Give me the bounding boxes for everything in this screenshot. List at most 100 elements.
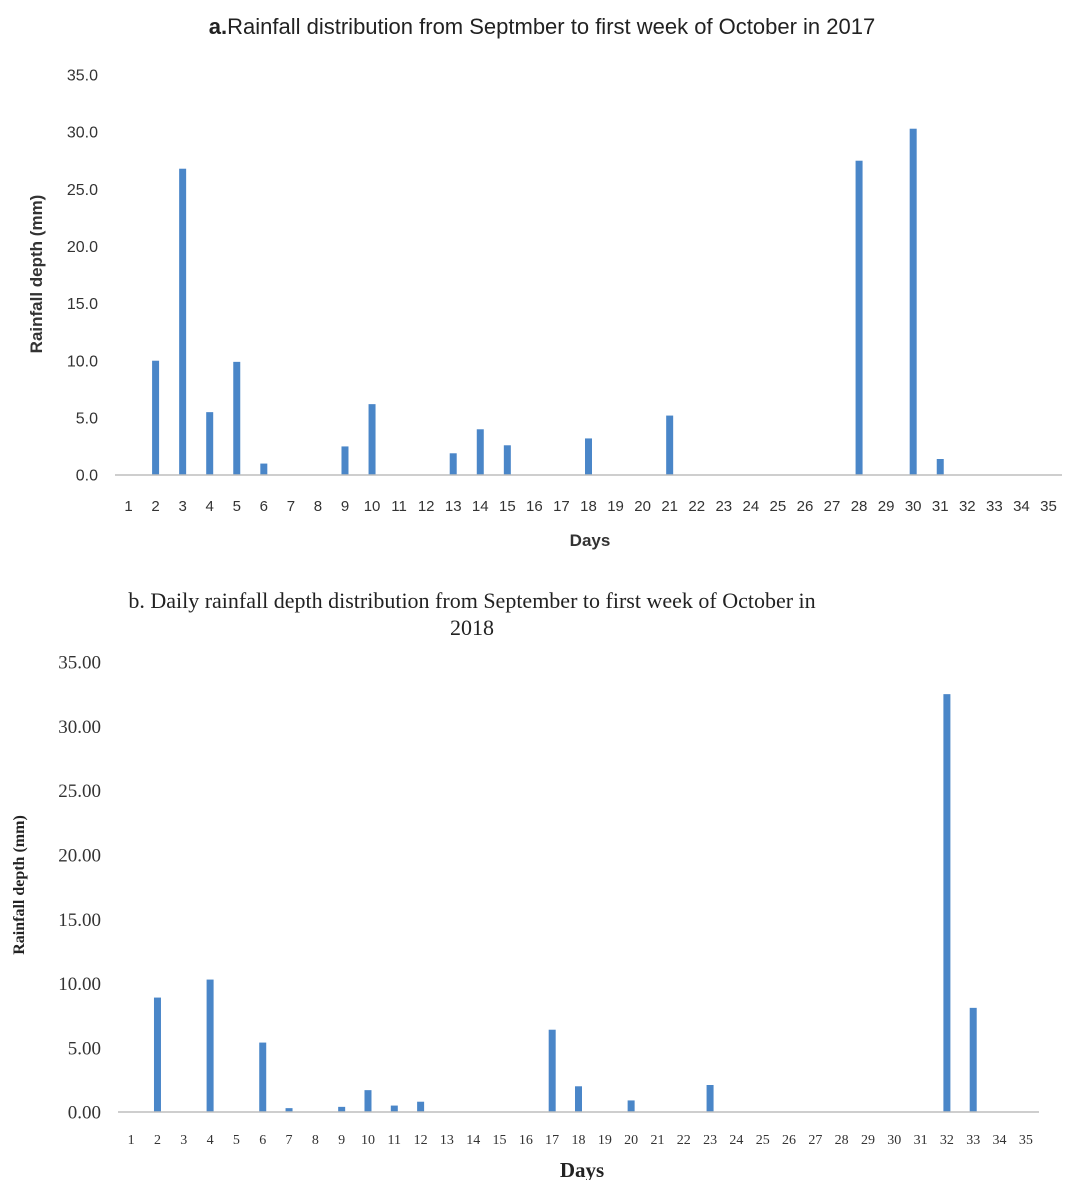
chart-a-x-tick: 33 bbox=[986, 498, 1003, 515]
chart-b-bar-day-6 bbox=[259, 1042, 267, 1112]
chart-b-bar-day-23 bbox=[706, 1085, 714, 1112]
chart-a-x-tick: 32 bbox=[959, 498, 976, 515]
chart-b-x-tick: 21 bbox=[650, 1133, 664, 1148]
chart-b-x-tick: 18 bbox=[572, 1133, 586, 1148]
chart-a-bar-day-15 bbox=[503, 445, 511, 475]
chart-b-x-tick: 10 bbox=[361, 1133, 375, 1148]
chart-a-y-tick: 20.0 bbox=[67, 239, 98, 256]
chart-a-x-tick: 23 bbox=[715, 498, 732, 515]
chart-a-title: a.Rainfall distribution from Septmber to… bbox=[209, 14, 875, 39]
chart-b-bar-day-11 bbox=[390, 1105, 398, 1112]
chart-a-x-tick: 15 bbox=[499, 498, 516, 515]
chart-a-bar-day-9 bbox=[341, 446, 349, 475]
chart-a-bar-day-13 bbox=[449, 453, 457, 475]
chart-b-x-tick: 27 bbox=[808, 1133, 822, 1148]
chart-a-x-tick: 29 bbox=[878, 498, 895, 515]
chart-a-x-axis-label: Days bbox=[570, 531, 611, 550]
chart-a-bar-day-4 bbox=[206, 412, 214, 475]
chart-b-x-tick: 22 bbox=[677, 1133, 691, 1148]
chart-a-x-tick: 12 bbox=[418, 498, 435, 515]
chart-b-x-axis-label: Days bbox=[560, 1158, 604, 1180]
chart-b-x-tick: 3 bbox=[180, 1133, 187, 1148]
chart-a: a.Rainfall distribution from Septmber to… bbox=[27, 14, 1062, 550]
chart-a-x-tick: 9 bbox=[341, 498, 349, 515]
chart-a-bar-day-30 bbox=[909, 128, 917, 475]
chart-b-y-tick: 10.00 bbox=[58, 974, 101, 995]
chart-b-x-tick: 12 bbox=[414, 1133, 428, 1148]
chart-b-bar-day-32 bbox=[943, 694, 951, 1112]
chart-b-x-tick: 16 bbox=[519, 1133, 533, 1148]
chart-b-x-tick: 6 bbox=[259, 1133, 266, 1148]
chart-a-bar-day-6 bbox=[260, 463, 268, 475]
chart-b-x-tick: 30 bbox=[887, 1133, 901, 1148]
chart-b-bar-day-33 bbox=[969, 1007, 977, 1112]
chart-b-x-tick: 4 bbox=[207, 1133, 214, 1148]
chart-a-x-tick: 10 bbox=[364, 498, 381, 515]
chart-b-x-tick: 1 bbox=[128, 1133, 135, 1148]
chart-a-x-tick: 16 bbox=[526, 498, 543, 515]
chart-b-x-tick: 19 bbox=[598, 1133, 612, 1148]
chart-a-y-tick: 10.0 bbox=[67, 353, 98, 370]
chart-a-bar-day-10 bbox=[368, 404, 376, 475]
chart-a-x-tick: 17 bbox=[553, 498, 570, 515]
chart-a-panel: a.Rainfall distribution from Septmber to… bbox=[0, 0, 1065, 560]
chart-a-bar-day-3 bbox=[179, 168, 187, 475]
chart-b-title-line2: 2018 bbox=[450, 615, 494, 640]
chart-a-x-tick: 21 bbox=[661, 498, 678, 515]
chart-a-y-tick: 25.0 bbox=[67, 182, 98, 199]
chart-b: b. Daily rainfall depth distribution fro… bbox=[11, 588, 1039, 1180]
chart-b-bar-day-12 bbox=[417, 1101, 425, 1112]
chart-a-x-tick: 2 bbox=[151, 498, 159, 515]
chart-b-x-tick: 24 bbox=[729, 1133, 743, 1148]
chart-a-x-tick: 25 bbox=[770, 498, 787, 515]
chart-a-x-tick: 19 bbox=[607, 498, 624, 515]
chart-a-x-tick: 4 bbox=[206, 498, 214, 515]
chart-b-y-axis-label: Rainfall depth (mm) bbox=[11, 815, 28, 955]
chart-a-y-tick: 15.0 bbox=[67, 296, 98, 313]
chart-a-y-tick: 5.0 bbox=[76, 410, 98, 427]
chart-b-panel: b. Daily rainfall depth distribution fro… bbox=[0, 580, 1065, 1180]
chart-b-y-tick: 5.00 bbox=[68, 1038, 101, 1059]
chart-b-bar-day-10 bbox=[364, 1090, 372, 1112]
chart-b-bar-day-2 bbox=[153, 997, 161, 1112]
chart-a-bar-day-14 bbox=[476, 429, 484, 475]
chart-a-x-tick: 30 bbox=[905, 498, 922, 515]
chart-a-x-tick: 28 bbox=[851, 498, 868, 515]
chart-b-x-tick: 15 bbox=[493, 1133, 507, 1148]
chart-a-bar-day-28 bbox=[855, 160, 863, 475]
chart-a-x-tick: 11 bbox=[391, 498, 407, 515]
chart-a-x-tick: 22 bbox=[688, 498, 705, 515]
chart-a-x-tick: 5 bbox=[233, 498, 241, 515]
chart-a-x-tick: 24 bbox=[742, 498, 759, 515]
chart-b-x-tick: 2 bbox=[154, 1133, 161, 1148]
chart-a-x-tick: 1 bbox=[124, 498, 132, 515]
chart-a-x-tick: 26 bbox=[797, 498, 814, 515]
chart-b-x-tick: 29 bbox=[861, 1133, 875, 1148]
chart-b-bar-day-17 bbox=[548, 1029, 556, 1112]
chart-a-y-axis-label: Rainfall depth (mm) bbox=[27, 195, 46, 354]
chart-b-y-tick: 25.00 bbox=[58, 781, 101, 802]
chart-b-x-tick: 35 bbox=[1019, 1133, 1033, 1148]
chart-b-y-tick: 30.00 bbox=[58, 717, 101, 738]
chart-a-x-tick: 6 bbox=[260, 498, 268, 515]
chart-b-bar-day-7 bbox=[285, 1108, 293, 1112]
chart-b-y-tick: 35.00 bbox=[58, 653, 101, 674]
chart-b-x-tick: 8 bbox=[312, 1133, 319, 1148]
chart-a-x-tick: 35 bbox=[1040, 498, 1057, 515]
chart-b-x-tick: 20 bbox=[624, 1133, 638, 1148]
chart-b-x-tick: 28 bbox=[835, 1133, 849, 1148]
chart-b-x-tick: 34 bbox=[993, 1133, 1007, 1148]
chart-a-x-tick: 20 bbox=[634, 498, 651, 515]
chart-a-x-tick: 31 bbox=[932, 498, 949, 515]
chart-b-x-tick: 31 bbox=[914, 1133, 928, 1148]
chart-a-bar-day-5 bbox=[233, 361, 241, 475]
chart-b-y-tick: 15.00 bbox=[58, 910, 101, 931]
chart-b-title-line1: b. Daily rainfall depth distribution fro… bbox=[128, 588, 815, 613]
chart-a-x-tick: 8 bbox=[314, 498, 322, 515]
chart-a-y-tick: 35.0 bbox=[67, 68, 98, 85]
chart-b-x-tick: 17 bbox=[545, 1133, 559, 1148]
chart-b-bar-day-18 bbox=[575, 1086, 582, 1112]
chart-a-bar-day-18 bbox=[585, 438, 592, 475]
chart-b-x-tick: 26 bbox=[782, 1133, 796, 1148]
chart-a-y-tick: 0.0 bbox=[76, 468, 98, 485]
